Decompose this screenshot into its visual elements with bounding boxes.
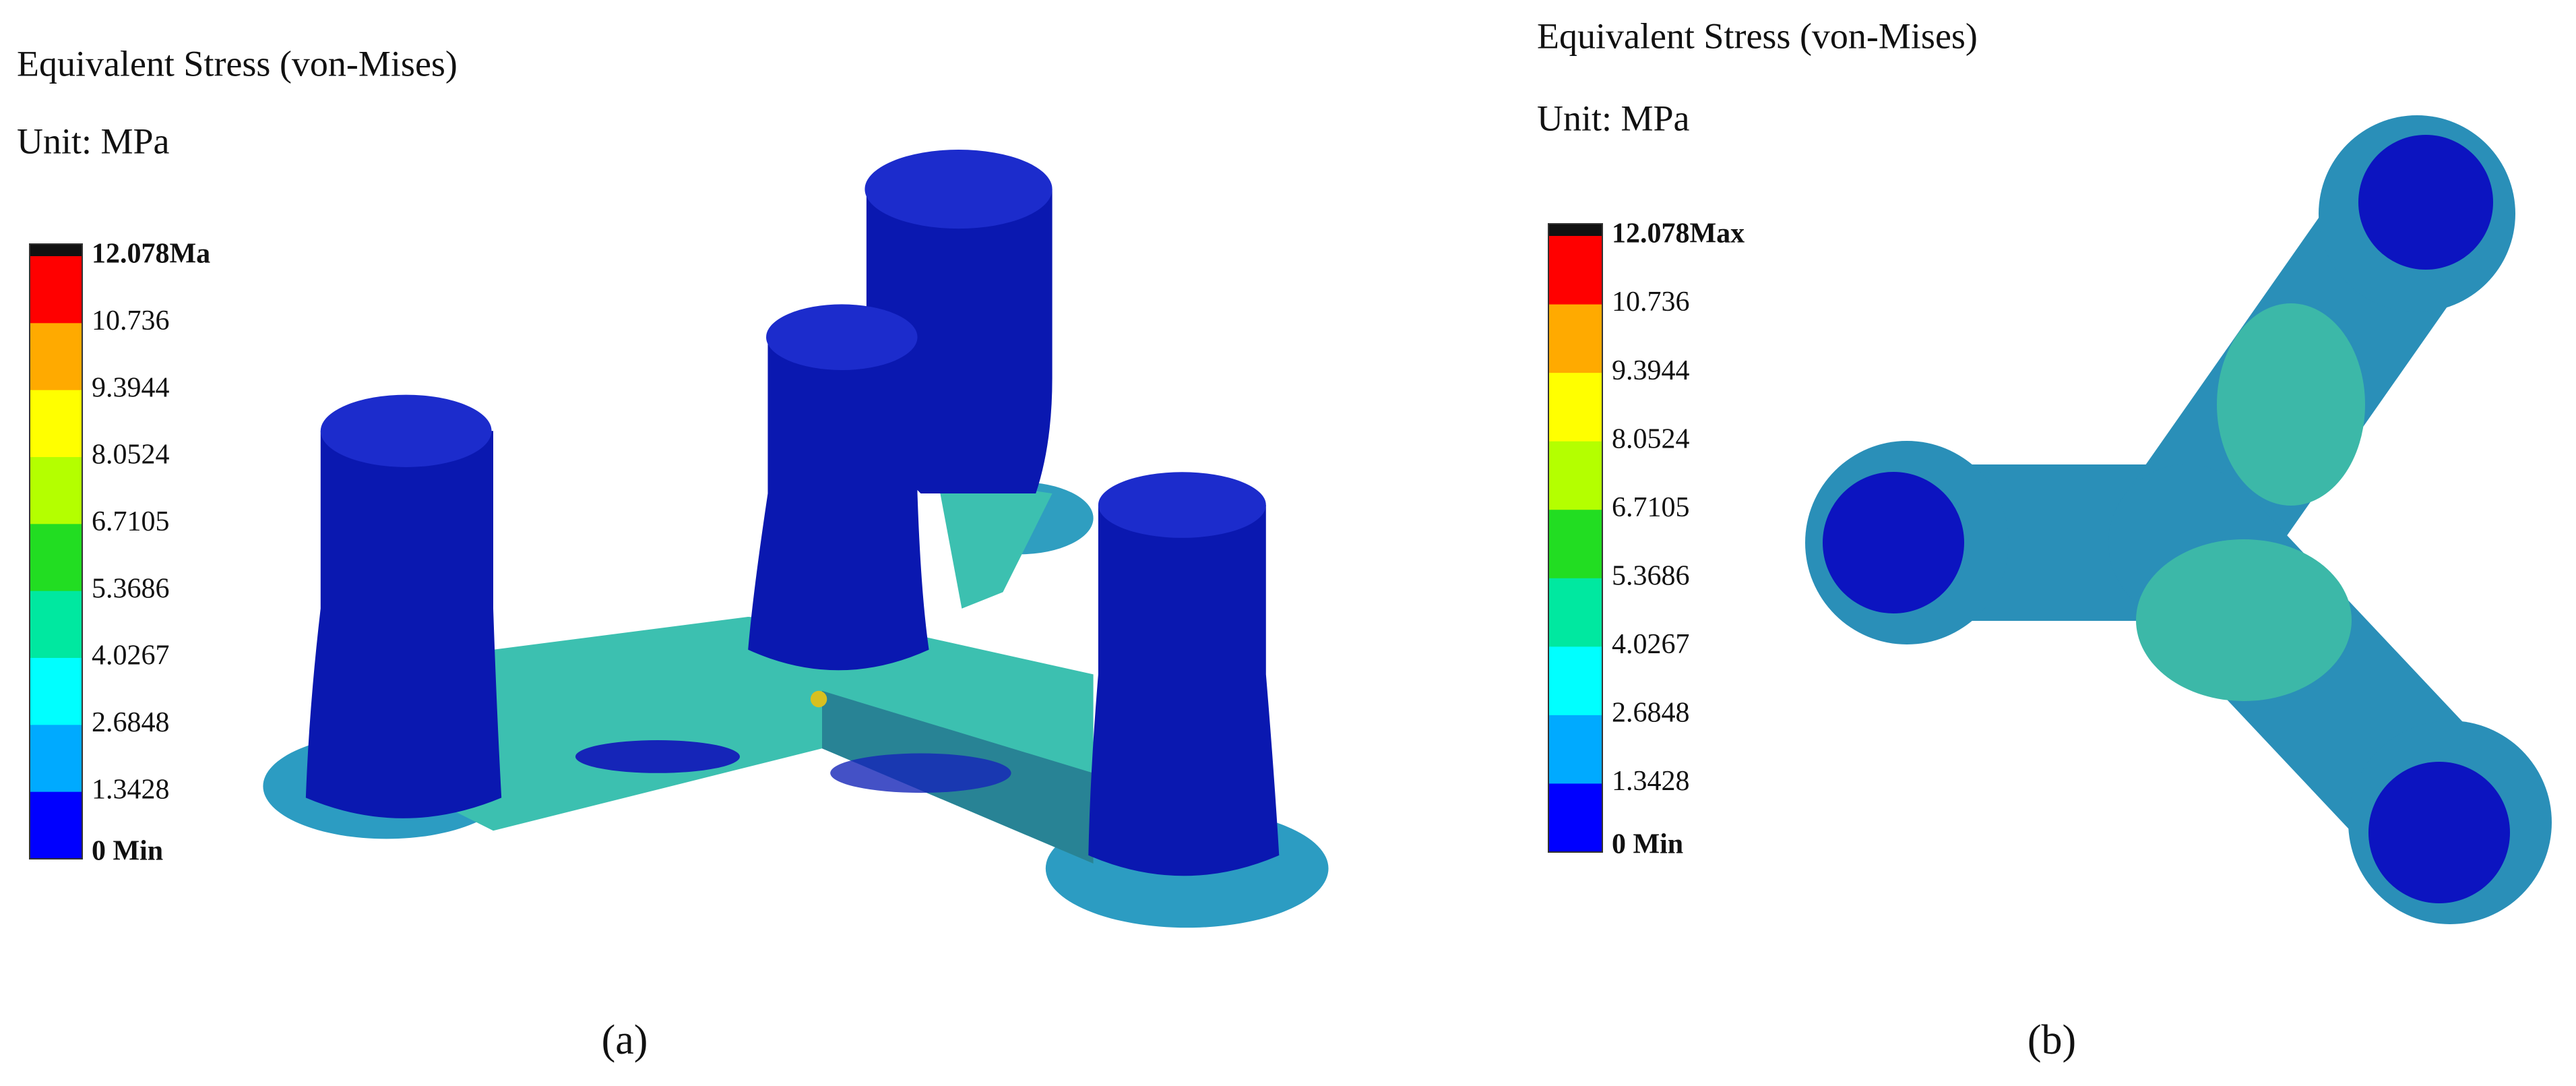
colorbar-cap bbox=[30, 244, 82, 256]
low-stress bbox=[830, 753, 1011, 793]
legend-label: 5.3686 bbox=[1612, 560, 1690, 591]
low-stress bbox=[1823, 472, 1964, 613]
colorbar-segment bbox=[1548, 441, 1602, 510]
cylinder bbox=[1088, 505, 1280, 876]
colorbar-segment bbox=[1548, 783, 1602, 853]
legend-label: 2.6848 bbox=[1612, 698, 1690, 729]
colorbar-frame bbox=[1548, 223, 1603, 853]
legend-label: 10.736 bbox=[1612, 286, 1690, 318]
mid-stress bbox=[2136, 539, 2352, 701]
legend-label: 2.6848 bbox=[92, 707, 170, 738]
legend-label: 8.0524 bbox=[1612, 423, 1690, 454]
colorbar-segment bbox=[30, 524, 82, 592]
colorbar-segment bbox=[30, 256, 82, 324]
colorbar-segment bbox=[1548, 373, 1602, 442]
colorbar-frame bbox=[29, 243, 83, 859]
legend-label: 1.3428 bbox=[1612, 766, 1690, 797]
legend-unit: Unit: MPa bbox=[17, 121, 170, 161]
legend-label: 12.078Ma bbox=[92, 239, 210, 270]
legend-label: 9.3944 bbox=[92, 372, 170, 403]
legend-label: 6.7105 bbox=[92, 506, 170, 537]
colorbar-segment bbox=[1548, 510, 1602, 579]
cylinder-top bbox=[766, 304, 918, 370]
colorbar-segment bbox=[1548, 715, 1602, 784]
model-a bbox=[263, 150, 1329, 928]
panel-caption: (a) bbox=[602, 1017, 648, 1063]
plate bbox=[378, 617, 1094, 864]
cylinder-top bbox=[1098, 472, 1266, 538]
legend-label: 4.0267 bbox=[1612, 629, 1690, 660]
cylinder-top bbox=[865, 150, 1053, 229]
legend-label: 4.0267 bbox=[92, 640, 170, 671]
low-stress bbox=[2358, 135, 2493, 270]
colorbar-segment bbox=[30, 323, 82, 391]
colorbar-segment bbox=[30, 791, 82, 859]
panel-caption: (b) bbox=[2028, 1017, 2076, 1063]
colorbar-segment bbox=[1548, 236, 1602, 305]
cylinder bbox=[748, 337, 929, 671]
legend-label: 1.3428 bbox=[92, 774, 170, 805]
colorbar-segment bbox=[1548, 646, 1602, 716]
colorbar-segment bbox=[30, 591, 82, 659]
legend-unit: Unit: MPa bbox=[1537, 98, 1690, 138]
colorbar-segment bbox=[30, 457, 82, 524]
colorbar-segment bbox=[30, 390, 82, 458]
legend-title: Equivalent Stress (von-Mises) bbox=[1537, 16, 1978, 56]
colorbar-segment bbox=[1548, 304, 1602, 373]
legend-title: Equivalent Stress (von-Mises) bbox=[17, 43, 458, 84]
legend-label: 0 Min bbox=[1612, 829, 1683, 860]
cylinder-top bbox=[320, 394, 492, 467]
colorbar-segment bbox=[30, 658, 82, 725]
legend-label: 5.3686 bbox=[92, 573, 170, 604]
legend-label: 8.0524 bbox=[92, 440, 170, 471]
colorbar-cap bbox=[1548, 224, 1602, 236]
mid-stress bbox=[2217, 303, 2365, 506]
legend-label: 10.736 bbox=[92, 305, 170, 336]
colorbar-segment bbox=[30, 725, 82, 793]
cylinder bbox=[305, 431, 502, 818]
legend-label: 9.3944 bbox=[1612, 355, 1690, 386]
model-b bbox=[1805, 115, 2552, 924]
low-stress bbox=[575, 740, 740, 773]
low-stress bbox=[2368, 762, 2510, 903]
legend-label: 0 Min bbox=[92, 836, 163, 867]
plate-arm bbox=[937, 477, 1053, 609]
colorbar-segment bbox=[1548, 578, 1602, 647]
legend-label: 6.7105 bbox=[1612, 492, 1690, 523]
legend-label: 12.078Max bbox=[1612, 218, 1745, 249]
hot-spot bbox=[810, 690, 827, 708]
